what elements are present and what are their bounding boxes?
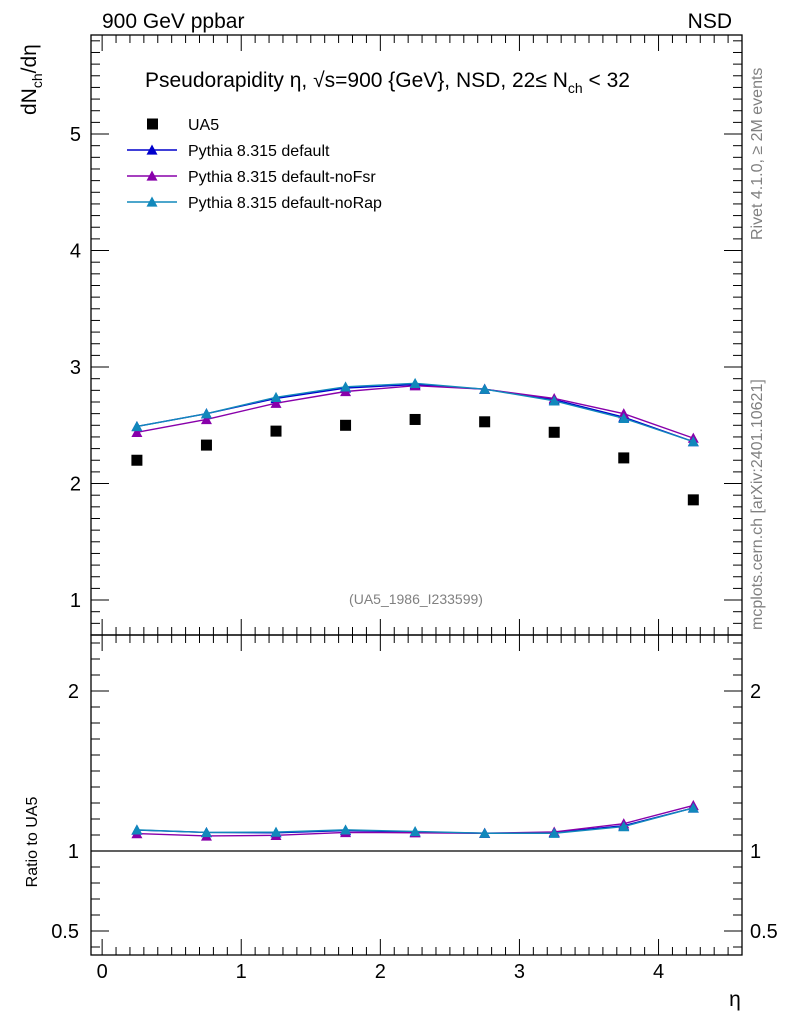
series-line-default [136,383,694,443]
ratio-y-tick-label-right: 0.5 [750,921,778,943]
legend-label: UA5 [188,117,219,134]
data-point-ua5 [200,439,212,451]
data-point-ua5 [409,413,421,425]
ratio-y-tick-label-right: 2 [750,681,761,703]
series-line-noRap [136,382,694,443]
legend-entry-noFsr: Pythia 8.315 default-noFsr [127,169,376,186]
ratio-point-noRap [131,824,143,835]
data-point-ua5 [270,425,282,437]
main-y-tick-label: 4 [70,241,81,263]
ratio-panel-ticks: 0.5 0.5 1 1 2 2 0 1 2 3 4 [51,635,778,983]
x-tick-label: 0 [97,961,108,983]
main-y-tick-label: 5 [70,124,81,146]
legend-entry-default: Pythia 8.315 default [127,143,330,160]
series-line-noFsr [136,384,694,439]
data-point-ua5 [618,452,630,464]
ratio-y-tick-label-right: 1 [750,841,761,863]
data-point-noRap [270,391,282,403]
legend-marker [146,144,158,155]
header-right: NSD [688,10,732,33]
data-point-noFsr [270,397,282,408]
data-point-noRap [618,412,630,423]
header-left: 900 GeV ppbar [102,10,244,33]
x-tick-label: 2 [375,961,386,983]
data-point-noRap [131,420,143,432]
ratio-y-tick-label: 0.5 [51,921,79,943]
x-tick-label: 1 [236,961,247,983]
ratio-point-noRap [340,824,352,835]
rivet-label: Rivet 4.1.0, ≥ 2M events [749,68,766,240]
main-y-tick-label: 2 [70,474,81,496]
ratio-y-tick-label: 2 [68,681,79,703]
ratio-series-noRap [131,802,699,838]
data-point-noFsr [131,426,143,437]
analysis-watermark: (UA5_1986_I233599) [349,591,483,607]
ratio-point-noRap [618,821,630,832]
legend-marker [146,196,158,207]
ratio-panel-frame [90,634,743,956]
ratio-point-noRap [479,827,491,838]
x-tick-label: 3 [514,961,525,983]
main-panel-ticks: 1 2 3 4 5 [70,35,743,636]
main-y-axis-label: dNch/dη [18,44,45,115]
legend-label: Pythia 8.315 default-noRap [188,195,382,212]
ratio-y-axis-label: Ratio to UA5 [24,797,41,888]
x-tick-label: 4 [653,961,664,983]
legend-marker [146,170,158,181]
legend: UA5 Pythia 8.315 default Pythia 8.315 defa… [127,117,382,212]
data-point-ua5 [548,426,560,438]
x-axis-label: η [729,988,741,1011]
main-y-tick-label: 3 [70,357,81,379]
data-point-ua5 [131,454,143,466]
data-point-noRap [687,436,699,447]
ratio-panel-marks [91,799,742,852]
legend-marker [147,118,158,130]
ratio-point-noRap [409,825,421,837]
data-point-ua5 [687,494,699,506]
data-point-noRap [409,377,421,389]
mcplots-label: mcplots.cern.ch [arXiv:2401.10621] [749,379,766,630]
data-point-noFsr [200,413,212,425]
data-point-noRap [479,383,491,394]
legend-entry-noRap: Pythia 8.315 default-noRap [127,195,382,212]
legend-label: Pythia 8.315 default [188,143,330,160]
ratio-point-noRap [548,827,560,838]
ratio-y-tick-label: 1 [68,841,79,863]
series-data [131,413,699,506]
data-point-ua5 [340,419,352,431]
data-point-ua5 [479,416,491,428]
legend-entry-data: UA5 [147,117,219,134]
ratio-point-noRap [687,802,699,813]
ratio-point-noRap [270,826,282,837]
data-point-noRap [200,408,212,419]
legend-label: Pythia 8.315 default-noFsr [188,169,376,186]
data-point-noRap [340,381,352,392]
ratio-point-noRap [200,826,212,838]
chart-title: Pseudorapidity η, √s=900 {GeV}, NSD, 22≤… [145,69,630,96]
main-panel-marks [131,377,699,506]
main-y-tick-label: 1 [70,590,81,612]
series-noRap [131,377,699,447]
data-point-noRap [548,395,560,406]
